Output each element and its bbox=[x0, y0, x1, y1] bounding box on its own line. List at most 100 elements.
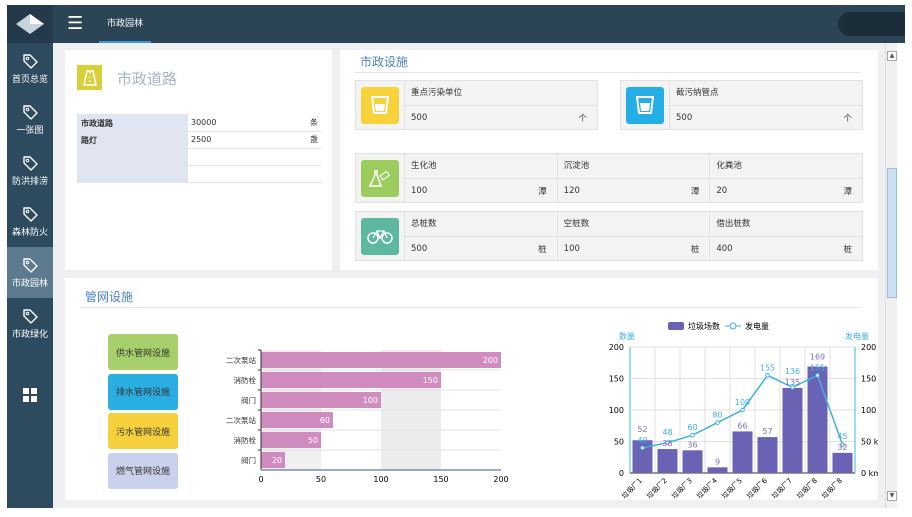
y2-tick-label: 50 km bbox=[861, 438, 878, 447]
scrollbar[interactable]: ▲ ▼ bbox=[885, 43, 897, 508]
x-tick-label: 0 bbox=[258, 475, 263, 484]
pipe-category-button[interactable]: 排水管网设施 bbox=[108, 373, 178, 410]
bar-value-label: 100 bbox=[363, 396, 378, 405]
line-value-label: 40 bbox=[637, 436, 647, 445]
row-key bbox=[77, 165, 188, 183]
y2-tick-label: 0 km bbox=[861, 469, 878, 478]
category-label: 消防栓 bbox=[234, 375, 257, 385]
bar bbox=[782, 387, 803, 473]
legend-label: 发电量 bbox=[745, 321, 769, 331]
line-point bbox=[815, 373, 820, 378]
pollution-box: 重点污染单位 500 个 bbox=[355, 80, 598, 130]
bar bbox=[261, 392, 381, 408]
row-key: 路灯 bbox=[77, 131, 188, 149]
tag-icon bbox=[23, 257, 38, 273]
cell-value: 500 bbox=[411, 243, 428, 254]
x-tick-label: 垃圾厂8 bbox=[820, 476, 844, 500]
cell-unit: 桩 bbox=[690, 244, 700, 255]
apps-grid-icon[interactable] bbox=[23, 388, 37, 402]
bar bbox=[682, 450, 703, 473]
sidebar-item[interactable]: 市政园林 bbox=[7, 247, 53, 298]
sidebar-item[interactable]: 防洪排涝 bbox=[7, 145, 53, 196]
pipe-category-button[interactable]: 供水管网设施 bbox=[108, 334, 178, 370]
bicycle-icon bbox=[361, 217, 399, 255]
bar bbox=[261, 372, 441, 388]
road-table: 市政道路 30000 条路灯 2500 盏 bbox=[77, 114, 322, 183]
bar bbox=[261, 432, 321, 448]
tag-icon bbox=[23, 308, 38, 324]
x-tick-label: 100 bbox=[373, 475, 388, 484]
intercept-value: 500 bbox=[676, 112, 693, 123]
scroll-down-arrow[interactable]: ▼ bbox=[887, 491, 897, 501]
row-key: 市政道路 bbox=[77, 114, 188, 132]
sidebar: 首页总览 一张图 防洪排涝 森林防火市政园林市政绿化 bbox=[7, 43, 53, 508]
bar bbox=[261, 352, 501, 368]
cell-value: 20 bbox=[716, 185, 728, 196]
bikes-cell: 总桩数 500 桩 bbox=[404, 212, 557, 260]
legend-bar-swatch bbox=[668, 322, 684, 330]
category-label: 消防栓 bbox=[234, 435, 257, 445]
cell-unit: 潭 bbox=[843, 186, 853, 197]
bar-value-label: 57 bbox=[762, 427, 772, 436]
sidebar-item[interactable]: 一张图 bbox=[7, 94, 53, 145]
row-unit: 盏 bbox=[310, 135, 318, 144]
category-label: 阀门 bbox=[241, 396, 256, 405]
search-input[interactable] bbox=[838, 12, 905, 36]
bar bbox=[632, 440, 653, 473]
sidebar-item[interactable]: 森林防火 bbox=[7, 196, 53, 247]
tab-active[interactable]: 市政园林 bbox=[99, 5, 152, 43]
y-tick-label: 200 bbox=[609, 343, 624, 352]
x-tick-label: 垃圾厂1 bbox=[620, 476, 644, 500]
sidebar-item-label: 市政园林 bbox=[11, 278, 48, 289]
intercept-box: 截污纳管点 500 个 bbox=[620, 80, 863, 130]
flask-icon bbox=[361, 159, 399, 197]
x-tick-label: 垃圾厂4 bbox=[695, 476, 720, 500]
bar-value-label: 20 bbox=[272, 456, 282, 465]
road-card: 市政道路 市政道路 30000 条路灯 2500 盏 bbox=[65, 50, 332, 270]
scroll-up-arrow[interactable]: ▲ bbox=[887, 51, 897, 61]
y-tick-label: 0 bbox=[619, 469, 624, 478]
pipe-category-button[interactable]: 燃气管网设施 bbox=[108, 452, 178, 489]
tag-icon bbox=[23, 155, 38, 171]
pipe-category-button[interactable]: 污水管网设施 bbox=[108, 413, 178, 449]
cell-label: 空桩数 bbox=[557, 212, 710, 237]
road-icon bbox=[77, 65, 102, 90]
facilities-title: 市政设施 bbox=[360, 55, 409, 69]
cell-value: 120 bbox=[563, 185, 580, 196]
road-title: 市政道路 bbox=[117, 70, 178, 88]
cell-label: 沉淀池 bbox=[557, 154, 710, 179]
row-unit: 条 bbox=[310, 118, 318, 127]
bar-value-label: 135 bbox=[785, 378, 800, 387]
x-tick-label: 200 bbox=[493, 475, 508, 484]
bar bbox=[261, 452, 285, 468]
pools-cell: 生化池 100 潭 bbox=[404, 154, 557, 202]
bar-value-label: 52 bbox=[637, 425, 647, 434]
y2-tick-label: 200 km bbox=[861, 343, 878, 352]
menu-icon[interactable]: ☰ bbox=[67, 13, 84, 34]
y-tick-label: 50 bbox=[614, 438, 624, 447]
cell-value: 100 bbox=[411, 185, 428, 196]
y2-tick-label: 100 km bbox=[861, 406, 878, 415]
y2-tick-label: 150 km bbox=[861, 375, 878, 384]
pipes-card: 管网设施 供水管网设施 排水管网设施 污水管网设施 燃气管网设施 200 二次泵站 150… bbox=[65, 278, 878, 500]
row-value: 2500 bbox=[191, 135, 212, 144]
bar bbox=[657, 449, 678, 473]
pools-cell: 化粪池 20 潭 bbox=[709, 154, 863, 202]
sidebar-item[interactable]: 首页总览 bbox=[7, 43, 53, 94]
bikes-box: 总桩数 500 桩空桩数 100 桩借出桩数 400 桩 bbox=[355, 211, 863, 261]
bar bbox=[757, 437, 778, 473]
pipes-title: 管网设施 bbox=[85, 290, 134, 304]
bar bbox=[732, 431, 753, 473]
cell-unit: 潭 bbox=[690, 186, 700, 197]
sidebar-item[interactable]: 市政绿化 bbox=[7, 298, 53, 349]
pollution-unit: 个 bbox=[578, 113, 587, 124]
line-value-label: 100 bbox=[735, 398, 750, 407]
category-label: 二次泵站 bbox=[226, 415, 256, 425]
legend-label: 垃圾场数 bbox=[688, 321, 720, 331]
line-value-label: 80 bbox=[712, 411, 722, 420]
line-point bbox=[840, 442, 845, 447]
line-point bbox=[665, 440, 670, 446]
row-key bbox=[77, 148, 188, 166]
scroll-thumb[interactable] bbox=[887, 168, 897, 298]
